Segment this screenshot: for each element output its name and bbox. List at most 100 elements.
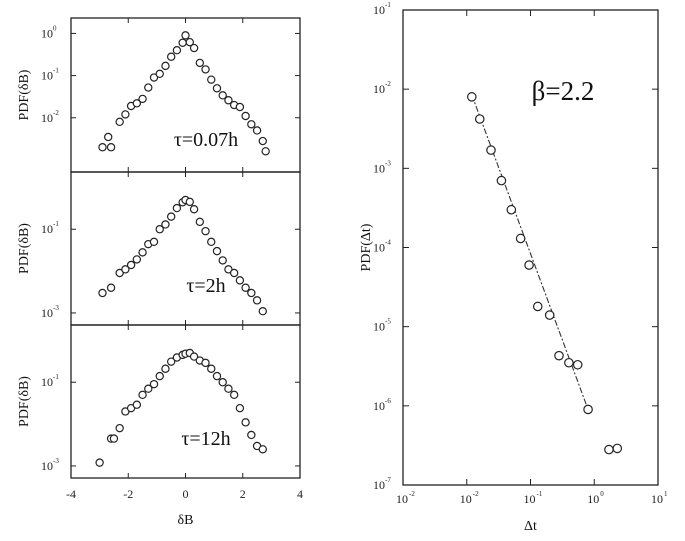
panel-2-point	[166, 212, 176, 221]
panel-right-xtick-label: 10 -2	[460, 490, 479, 506]
panel-2-ylabel: PDF(δB)	[17, 223, 32, 274]
panel-3-point	[166, 357, 176, 366]
panel-1-point	[178, 38, 187, 47]
panel-3-ylabel: PDF(δB)	[17, 376, 32, 427]
panel-1-point	[185, 37, 194, 47]
panel-right-ytick-label: 10 -5	[373, 318, 391, 334]
panel-2-ytick-label-base: 10	[41, 222, 53, 236]
panel-1-ytick-label-base: 10	[41, 111, 53, 125]
panel-3-point	[138, 390, 147, 400]
panel-2-point	[172, 203, 182, 213]
panel-1-ytick-label: 10 -1	[41, 67, 59, 83]
panel-right-point	[544, 310, 555, 320]
panel-2-point	[229, 268, 239, 278]
panel-2-point	[115, 268, 124, 278]
panel-3-xtick-label: 0	[183, 487, 189, 501]
panel-1-point	[155, 69, 164, 79]
panel-right-point	[486, 145, 496, 155]
panel-right-ytick-label-base: 10	[373, 3, 385, 17]
panel-3-point	[155, 371, 164, 381]
panel-3-ytick-label: 10 -3	[41, 457, 59, 473]
panel-1-point	[181, 31, 190, 40]
panel-right-ytick-label: 10 -6	[373, 397, 391, 413]
panel-3-ytick-label-exp: -1	[53, 373, 59, 381]
panel-right-ytick-label-base: 10	[373, 82, 385, 96]
panel-1-point	[166, 52, 176, 61]
panel-right-point	[532, 301, 543, 312]
panel-right-ytick-label-exp: -6	[385, 397, 391, 405]
panel-right-xtick-label-exp: 1	[664, 490, 668, 498]
panel-right-point	[524, 260, 534, 270]
panel-1-point	[207, 75, 216, 84]
panel-2-point	[224, 265, 233, 274]
panel-right-ytick-label-exp: -3	[385, 159, 391, 167]
panel-2-point	[138, 248, 147, 257]
panel-2-point	[132, 255, 142, 264]
panel-3-point	[212, 371, 222, 381]
panel-1-ytick-label-exp: -1	[53, 67, 59, 75]
panel-1-point	[258, 136, 267, 146]
panel-2-point	[207, 237, 216, 247]
panel-2-point	[149, 237, 159, 247]
panel-1-ytick-label: 10 0	[41, 24, 57, 40]
panel-3-point	[207, 364, 216, 373]
panel-1-point	[189, 43, 199, 53]
panel-3-point	[247, 430, 256, 440]
panel-right-ytick-label-base: 10	[373, 399, 385, 413]
panel-2-point	[126, 260, 136, 270]
panel-right-xtick-label: 10 1	[651, 490, 668, 506]
panel-1-point	[218, 91, 227, 100]
panel-right-point	[612, 443, 623, 454]
panel-right-xtick-label-base: 10	[460, 492, 472, 506]
panel-3-point	[149, 379, 159, 389]
panel-right-ytick-label-base: 10	[373, 241, 385, 255]
panel-2-point	[185, 197, 194, 207]
panel-right-xtick-label-base: 10	[524, 492, 536, 506]
panel-1-ytick-label-exp: -2	[53, 109, 59, 117]
panel-1-point	[106, 143, 116, 152]
panel-1-ytick-label-base: 10	[41, 26, 53, 40]
panel-3-tau-label: τ=12h	[181, 428, 230, 450]
panel-2-point	[247, 288, 256, 298]
panel-2-point	[121, 265, 130, 274]
panel-2-point	[241, 283, 250, 292]
panel-1-point	[252, 126, 262, 135]
panel-right-ytick-label: 10 -2	[373, 80, 391, 96]
panel-right-fit-line	[471, 94, 589, 410]
panel-3-xtick-label: -4	[66, 487, 76, 501]
panel-3-point	[115, 423, 124, 433]
panel-right-ytick-label-exp: -4	[385, 239, 391, 247]
panel-2-point	[189, 205, 199, 214]
panel-2-point	[106, 283, 116, 292]
panel-right-xtick-label-base: 10	[587, 492, 599, 506]
panel-1-point	[201, 65, 210, 74]
panel-right-beta-label: β=2.2	[532, 76, 595, 106]
panel-2-frame	[70, 171, 301, 326]
panel-2-ytick-label: 10 -3	[41, 304, 59, 320]
panel-2-ytick-label-exp: -1	[53, 220, 59, 228]
panel-3-point	[258, 445, 267, 454]
panel-right-ytick-label-exp: -2	[385, 80, 391, 88]
panel-right-xtick-label: 10 0	[587, 490, 604, 506]
panel-3-point	[132, 400, 142, 409]
panel-right-ytick-label-exp: -5	[385, 318, 391, 326]
panel-right-point	[583, 404, 593, 415]
panel-2-ytick-label-base: 10	[41, 306, 53, 320]
panel-3-point	[241, 418, 250, 427]
panel-right-ylabel: PDF(Δt)	[359, 223, 374, 271]
panel-right-xtick-label-exp: -1	[537, 490, 543, 498]
panel-2-point	[161, 220, 170, 229]
panel-right-point	[506, 204, 517, 215]
panel-1-point	[241, 111, 250, 121]
panel-2-point	[218, 256, 227, 265]
panel-3-point	[109, 434, 119, 443]
panel-1-point	[121, 110, 130, 119]
panel-2-point	[212, 246, 222, 256]
panel-right-xtick-label-exp: 0	[600, 490, 604, 498]
panel-right-xtick-label: 10 -2	[396, 490, 415, 506]
panel-right-ytick-label-exp: -7	[385, 476, 391, 484]
panel-1-point	[161, 61, 170, 71]
panel-right-xtick-label-exp: -2	[473, 490, 479, 498]
